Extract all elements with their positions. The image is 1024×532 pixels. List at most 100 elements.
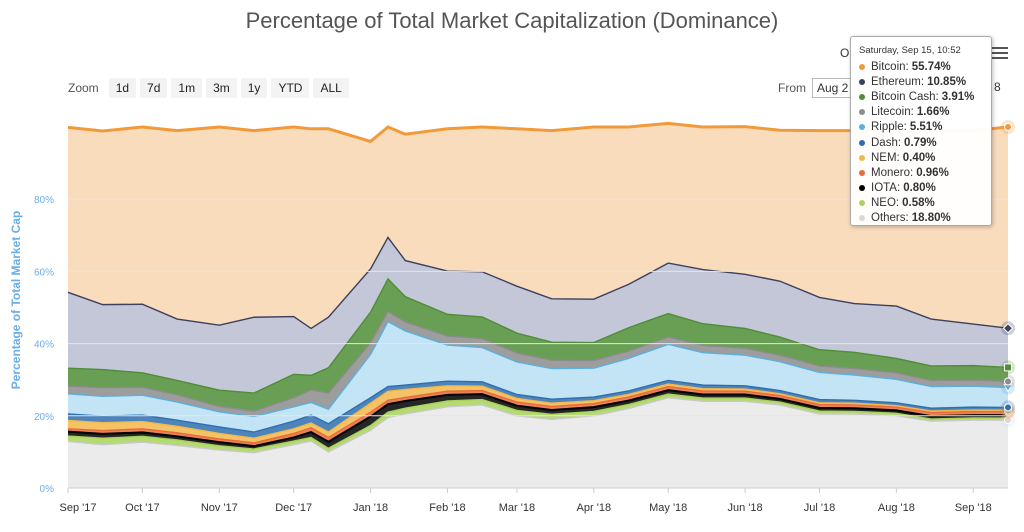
tooltip-series-value: 3.91% <box>941 90 975 103</box>
tooltip-row: Litecoin: 1.66% <box>859 105 983 120</box>
x-tick-label: Feb '18 <box>429 502 465 514</box>
y-tick-label: 0% <box>40 484 55 495</box>
tooltip-series-name: NEM: <box>871 151 900 164</box>
tooltip-row: IOTA: 0.80% <box>859 181 983 196</box>
tooltip-row: Dash: 0.79% <box>859 135 983 150</box>
tooltip-row: NEM: 0.40% <box>859 150 983 165</box>
area-bitcoin-cash <box>68 278 1008 412</box>
line-ethereum <box>67 236 1009 330</box>
series-lines <box>67 121 1009 454</box>
legend-dot-icon <box>859 154 865 161</box>
to-date-input[interactable]: 8 <box>994 80 1001 94</box>
tooltip-row: Ethereum: 10.85% <box>859 74 983 89</box>
x-tick-label: Oct '17 <box>125 502 160 514</box>
area-litecoin <box>68 311 1008 417</box>
x-tick-label: Sep '18 <box>955 502 992 514</box>
tooltip-row: Ripple: 5.51% <box>859 120 983 135</box>
tooltip-row: Others: 18.80% <box>859 211 983 226</box>
zoom-1d-button[interactable]: 1d <box>108 78 137 98</box>
zoom-bar: Zoom 1d 7d 1m 3m 1y YTD ALL <box>68 78 349 98</box>
menu-icon[interactable] <box>992 44 1008 62</box>
from-label: From <box>778 81 806 95</box>
tooltip-series-value: 10.85% <box>927 75 967 88</box>
x-tick-label: Apr '18 <box>577 502 612 514</box>
marker-bitcoin-cash <box>1004 363 1012 372</box>
hover-markers <box>1001 120 1015 428</box>
x-axis: Sep '17 Oct '17 Nov '17 Dec '17 Jan '18 Feb '… <box>60 487 1008 514</box>
legend-dot-icon <box>859 63 865 70</box>
legend-dot-icon <box>859 109 865 116</box>
x-tick-label: Mar '18 <box>499 502 535 514</box>
y-tick-label: 20% <box>34 412 54 423</box>
legend-dot-icon <box>859 215 865 222</box>
tooltip-series-value: 0.79% <box>904 136 937 149</box>
tooltip-row: NEO: 0.58% <box>859 196 983 211</box>
area-layers <box>68 123 1008 488</box>
tooltip-series-name: Litecoin: <box>871 106 914 119</box>
y-tick-label: 80% <box>34 195 54 206</box>
tooltip-row: Bitcoin: 55.74% <box>859 59 983 74</box>
tooltip-series-value: 0.58% <box>902 197 935 210</box>
area-dash <box>68 380 1008 439</box>
legend-dot-icon <box>859 200 865 207</box>
tooltip-series-name: NEO: <box>871 197 900 210</box>
line-nem <box>67 383 1009 439</box>
x-tick-label: Jan '18 <box>353 502 388 514</box>
tooltip-series-name: Ethereum: <box>871 75 925 88</box>
tooltip-series-value: 0.80% <box>903 182 936 195</box>
tooltip-series-value: 1.66% <box>916 106 950 119</box>
zoom-7d-button[interactable]: 7d <box>140 78 168 98</box>
marker-others <box>1004 416 1012 425</box>
area-others <box>68 397 1008 488</box>
line-neo <box>67 393 1009 450</box>
x-tick-label: Jun '18 <box>728 502 763 514</box>
chart-title: Percentage of Total Market Capitalizatio… <box>245 8 779 33</box>
y-tick-label: 40% <box>34 340 54 351</box>
marker-dash <box>1004 403 1012 412</box>
area-nem <box>68 384 1008 443</box>
tooltip-series-value: 0.96% <box>916 166 949 179</box>
x-tick-label: May '18 <box>649 502 687 514</box>
tooltip-row: Bitcoin Cash: 3.91% <box>859 89 983 104</box>
x-tick-label: Aug '18 <box>878 502 915 514</box>
legend-dot-icon <box>859 78 865 85</box>
x-tick-label: Nov '17 <box>201 502 238 514</box>
tooltip-row: Monero: 0.96% <box>859 165 983 180</box>
zoom-all-button[interactable]: ALL <box>313 78 349 98</box>
area-ethereum <box>68 237 1008 394</box>
zoom-ytd-button[interactable]: YTD <box>271 78 310 98</box>
legend-dot-icon <box>859 185 865 192</box>
marker-ethereum <box>1002 323 1014 334</box>
tooltip-series-value: 55.74% <box>911 60 951 73</box>
zoom-label: Zoom <box>68 81 99 95</box>
tooltip-series-name: IOTA: <box>871 182 901 195</box>
legend-dot-icon <box>859 139 865 146</box>
area-bitcoin <box>68 123 1008 329</box>
range-label-fragment: O <box>840 46 850 60</box>
tooltip-series-name: Bitcoin Cash: <box>871 90 939 103</box>
tooltip-series-name: Bitcoin: <box>871 60 909 73</box>
legend-dot-icon <box>859 93 865 100</box>
tooltip-rows: Bitcoin: 55.74% Ethereum: 10.85% Bitcoin Cas… <box>859 59 983 226</box>
line-dash <box>67 379 1009 433</box>
marker-litecoin <box>1004 377 1012 386</box>
zoom-1y-button[interactable]: 1y <box>240 78 268 98</box>
tooltip-series-name: Monero: <box>871 166 914 179</box>
zoom-1m-button[interactable]: 1m <box>171 78 203 98</box>
line-bitcoin-cash <box>67 277 1009 394</box>
tooltip-series-value: 0.40% <box>902 151 936 164</box>
tooltip-series-name: Dash: <box>871 136 902 149</box>
line-ripple <box>67 320 1009 418</box>
zoom-3m-button[interactable]: 3m <box>206 78 237 98</box>
marker-bitcoin <box>1004 123 1012 131</box>
tooltip-series-value: 5.51% <box>909 121 943 134</box>
tooltip-series-name: Others: <box>871 212 909 225</box>
line-bitcoin <box>67 121 1009 144</box>
x-tick-label: Jul '18 <box>804 502 835 514</box>
line-others <box>67 397 1008 454</box>
tooltip-series-value: 18.80% <box>911 212 951 225</box>
tooltip: Saturday, Sep 15, 10:52 Bitcoin: 55.74% Et… <box>850 36 992 226</box>
area-ripple <box>68 321 1008 433</box>
y-axis-label: Percentage of Total Market Cap <box>9 211 23 390</box>
